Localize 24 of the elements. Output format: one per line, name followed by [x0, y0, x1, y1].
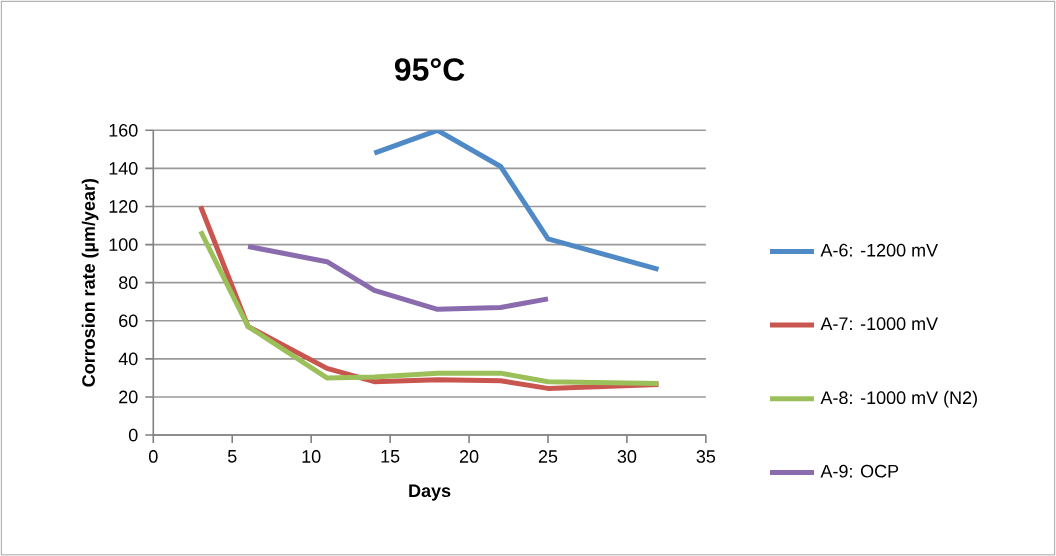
legend-label: A-6: -1200 mV: [820, 243, 938, 257]
y-tick-label: 120: [109, 199, 138, 213]
y-tick-label: 160: [109, 123, 138, 137]
x-axis-title: Days: [409, 484, 451, 501]
x-tick-label: 0: [148, 449, 158, 463]
x-tick-label: 10: [302, 449, 321, 463]
y-tick-label: 80: [119, 276, 138, 289]
y-tick-label: 40: [118, 352, 138, 366]
y-tick-label: 60: [119, 314, 138, 327]
x-tick-label: 25: [538, 449, 558, 463]
legend-label: A-8: -1000 mV (N2): [820, 390, 977, 408]
chart-title: 95°C: [394, 57, 465, 81]
x-tick-label: 30: [617, 449, 637, 463]
x-tick-label: 35: [696, 449, 716, 463]
y-tick-label: 20: [119, 390, 138, 404]
x-tick-label: 20: [459, 449, 479, 463]
y-tick-label: 0: [128, 428, 138, 442]
y-axis-title: Corrosion rate (µm/year): [81, 178, 99, 387]
y-tick-label: 140: [109, 161, 138, 175]
x-tick-label: 15: [381, 449, 400, 463]
y-tick-label: 100: [109, 238, 138, 251]
x-tick-label: 5: [227, 449, 237, 463]
legend-label: A-9: OCP: [820, 464, 899, 478]
legend-label: A-7: -1000 mV: [820, 317, 938, 330]
